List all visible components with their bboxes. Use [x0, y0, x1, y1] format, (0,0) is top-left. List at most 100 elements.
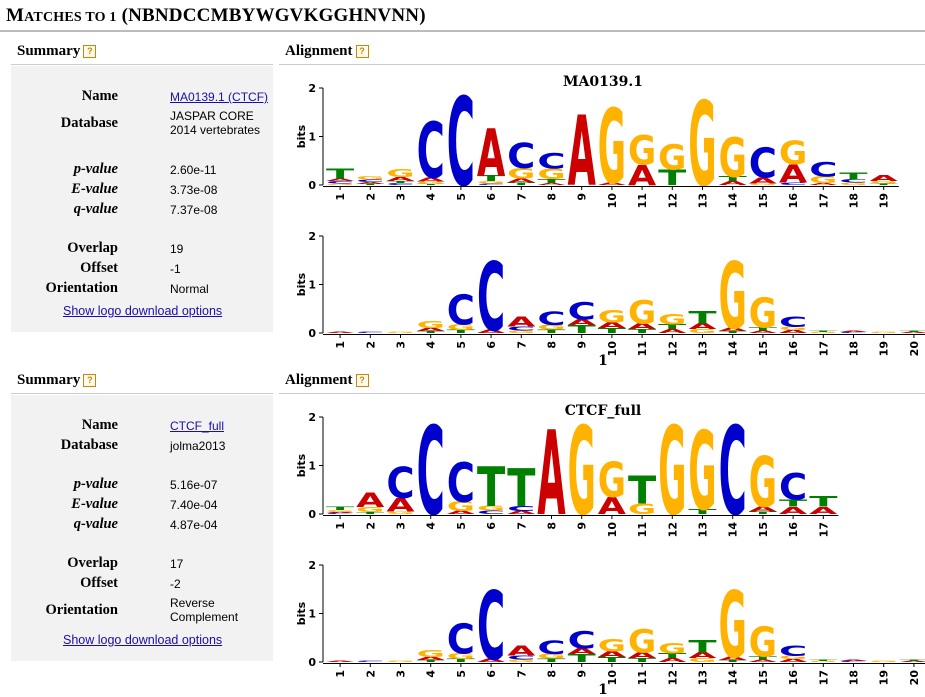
logo-letter-G: G	[598, 308, 626, 327]
help-icon[interactable]: ?	[355, 374, 369, 387]
logo-letter-C: C	[326, 513, 354, 514]
logo-letter-G: G	[628, 624, 656, 661]
y-tick-label: 1	[308, 131, 316, 144]
logo-letter-A: A	[477, 330, 507, 334]
x-axis-label: 1	[598, 353, 608, 369]
logo-letter-A: A	[779, 160, 808, 189]
logo-letter-T: T	[779, 497, 808, 509]
x-tick-label: 6	[485, 670, 498, 678]
logo-letter-A: A	[809, 505, 839, 517]
logo-letter-A: A	[870, 174, 899, 183]
offset-label: Offset	[80, 575, 118, 591]
x-tick-label: 5	[455, 193, 468, 201]
pvalue-value: 5.16e-07	[170, 478, 218, 492]
logo-letter-G: G	[658, 641, 686, 658]
logo-letter-G: G	[658, 138, 686, 178]
logo-letter-C: C	[537, 149, 565, 174]
logo-letter-A: A	[719, 180, 749, 186]
logo-letter-T: T	[507, 182, 536, 186]
x-tick-label: 15	[757, 193, 770, 208]
offset-value: -2	[170, 577, 181, 591]
logo-letter-C: C	[507, 655, 535, 661]
logo-letter-A: A	[688, 651, 717, 660]
x-tick-label: 1	[334, 341, 347, 349]
logo-letter-G: G	[658, 404, 686, 544]
y-tick-label: 2	[308, 82, 316, 95]
x-tick-label: 14	[727, 522, 740, 538]
show-logo-download-options-link[interactable]: Show logo download options	[63, 633, 223, 647]
x-tick-label: 2	[364, 341, 377, 349]
x-tick-label: 18	[848, 193, 861, 208]
x-tick-label: 13	[697, 522, 710, 537]
help-icon[interactable]: ?	[355, 45, 369, 58]
x-tick-label: 17	[817, 670, 830, 685]
x-tick-label: 11	[636, 522, 649, 537]
query-motif-logo: 012bitsA1C2G3TAG4TGC5AC6GCA7TGC8TAC9TAG1…	[295, 230, 925, 369]
logo-letter-C: C	[447, 75, 475, 215]
motif-name-link[interactable]: MA0139.1 (CTCF)	[170, 90, 269, 104]
logo-title: CTCF_full	[565, 403, 641, 419]
overlap-value: 19	[170, 242, 184, 256]
logo-letter-G: G	[507, 166, 535, 183]
logo-letter-G: G	[809, 332, 837, 333]
logo-letter-A: A	[568, 318, 597, 327]
qvalue-label: q-value	[0, 201, 118, 218]
logo-letter-C: C	[447, 286, 475, 334]
logo-letter-T: T	[568, 652, 596, 665]
y-tick-label: 2	[308, 411, 316, 424]
logo-letter-G: G	[477, 504, 505, 512]
logo-letter-A: A	[809, 183, 837, 186]
qvalue-label-text: q-value	[73, 516, 118, 532]
logo-letter-A: A	[326, 332, 354, 333]
page-title-motif: (NBNDCCMBYWGVKGGHNVNN)	[121, 5, 426, 26]
logo-letter-A: A	[839, 331, 867, 332]
logo-letter-G: G	[417, 181, 445, 185]
logo-letter-A: A	[326, 512, 354, 513]
logo-letter-C: C	[507, 505, 535, 513]
motif-name-link[interactable]: CTCF_full	[170, 419, 225, 433]
pvalue-label: p-value	[0, 161, 118, 178]
logo-letter-C: C	[568, 299, 596, 326]
logo-letter-C: C	[779, 466, 807, 508]
x-tick-label: 13	[697, 341, 710, 356]
x-tick-label: 15	[757, 522, 770, 537]
x-tick-label: 8	[546, 522, 559, 530]
show-logo-download-options-link[interactable]: Show logo download options	[63, 304, 223, 318]
x-tick-label: 4	[425, 670, 438, 678]
alignment-divider	[279, 64, 925, 65]
x-tick-label: 13	[697, 670, 710, 685]
y-tick-label: 0	[308, 508, 316, 521]
logo-letter-A: A	[507, 315, 537, 331]
x-tick-label: 19	[878, 670, 891, 685]
logo-letter-A: A	[417, 657, 447, 661]
logo-letter-T: T	[809, 659, 838, 661]
logo-letter-A: A	[477, 659, 507, 663]
logo-letter-G: G	[749, 618, 777, 666]
logo-letter-T: T	[537, 658, 565, 663]
database-value: jolma2013	[170, 439, 226, 453]
pvalue-label-text: p-value	[73, 476, 118, 492]
logo-letter-G: G	[628, 129, 656, 175]
logo-letter-T: T	[749, 327, 778, 331]
logo-letter-G: G	[870, 661, 898, 662]
logo-letter-T: T	[477, 455, 505, 519]
logo-letter-A: A	[507, 644, 537, 660]
summary-divider	[11, 393, 273, 394]
y-tick-label: 2	[308, 230, 316, 243]
logo-letter-A: A	[598, 182, 629, 186]
logo-letter-G: G	[386, 511, 414, 515]
logo-letter-C: C	[477, 510, 505, 515]
logo-letter-G: G	[628, 501, 656, 518]
logo-letter-G: G	[537, 323, 565, 331]
logo-letter-G: G	[719, 126, 747, 190]
help-icon[interactable]: ?	[83, 374, 97, 387]
logo-letter-T: T	[719, 331, 748, 334]
x-tick-label: 9	[576, 670, 589, 678]
x-tick-label: 12	[666, 670, 679, 685]
help-icon[interactable]: ?	[83, 45, 97, 58]
logo-letter-G: G	[688, 78, 716, 213]
x-tick-label: 1	[334, 522, 347, 530]
x-tick-label: 19	[878, 193, 891, 208]
logo-letter-T: T	[809, 330, 838, 332]
